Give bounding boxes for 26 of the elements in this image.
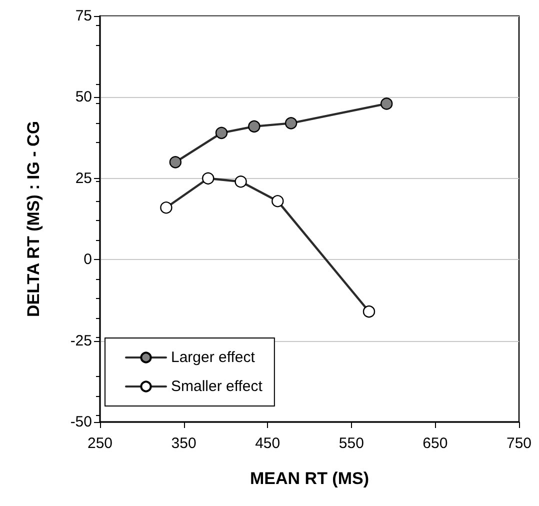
y-tick-label: 0: [84, 251, 92, 268]
y-tick-label: -25: [70, 332, 92, 350]
point: [169, 156, 182, 168]
point: [248, 120, 260, 133]
y-axis-title: DELTA RT (MS) : IG - CG: [24, 120, 43, 318]
point: [380, 98, 393, 110]
x-tick-label: 450: [255, 435, 280, 452]
x-tick-label: 250: [87, 435, 113, 452]
x-tick-label: 550: [338, 435, 364, 452]
y-tick-label: -50: [70, 414, 92, 430]
point: [362, 305, 376, 318]
y-tick-label: 50: [75, 88, 92, 106]
point: [202, 172, 214, 184]
point: [215, 126, 228, 140]
x-tick-label: 650: [422, 435, 448, 452]
point: [284, 117, 298, 130]
legend-label: Smaller effect: [171, 378, 264, 395]
x-tick-label: 350: [171, 435, 196, 452]
y-tick-label: 25: [75, 170, 92, 187]
x-tick-label: 750: [506, 435, 532, 452]
legend-label: Larger effect: [171, 349, 256, 366]
point: [272, 195, 284, 208]
y-tick-label: 75: [75, 8, 92, 24]
point: [234, 176, 247, 188]
point: [160, 202, 172, 214]
x-axis-title: MEAN RT (MS): [250, 469, 369, 488]
